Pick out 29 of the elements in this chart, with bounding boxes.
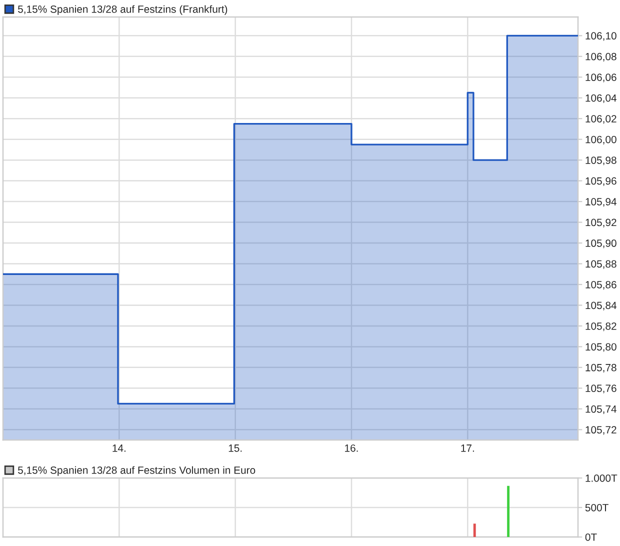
y-tick-label: 105,86 [586, 280, 616, 290]
y-tick-label: 105,80 [586, 343, 616, 352]
y-tick-label: 105,84 [586, 302, 616, 310]
y-tick-label: 105,90 [586, 240, 616, 248]
y-tick-label: 106,06 [586, 74, 616, 82]
y-tick-label: 106,08 [586, 52, 616, 62]
y-tick-label: 105,92 [586, 218, 616, 228]
y-tick-label: 105,72 [586, 426, 616, 435]
x-tick-label: 16. [345, 444, 358, 452]
y-tick-label: 105,76 [586, 384, 616, 394]
y-tick-label: 106,02 [586, 115, 616, 124]
x-tick-label: 17. [461, 444, 474, 452]
y-tick-label: 500T [585, 504, 608, 512]
y-tick-label: 0T [585, 534, 597, 541]
text: 5,15% Spanien 13/28 auf Festzins Volumen in Euro [18, 466, 256, 476]
y-tick-label: 105,82 [586, 322, 616, 332]
legend-label: 5,15% Spanien 13/28 auf Festzins (Frankfurt) [18, 5, 228, 15]
y-tick-label: 105,98 [586, 156, 616, 166]
y-tick-label: 106,00 [586, 136, 616, 144]
y-tick-label: 105,96 [586, 177, 616, 186]
y-tick-label: 106,10 [586, 32, 616, 41]
y-tick-label: 1.000T [586, 474, 618, 482]
y-tick-label: 105,78 [586, 364, 616, 373]
x-tick-label: 15. [228, 444, 242, 452]
x-tick-label: 14. [112, 444, 126, 452]
y-tick-label: 105,88 [586, 260, 616, 269]
y-tick-label: 106,04 [586, 94, 616, 103]
y-tick-label: 105,74 [586, 405, 616, 414]
y-tick-label: 105,94 [586, 198, 616, 207]
